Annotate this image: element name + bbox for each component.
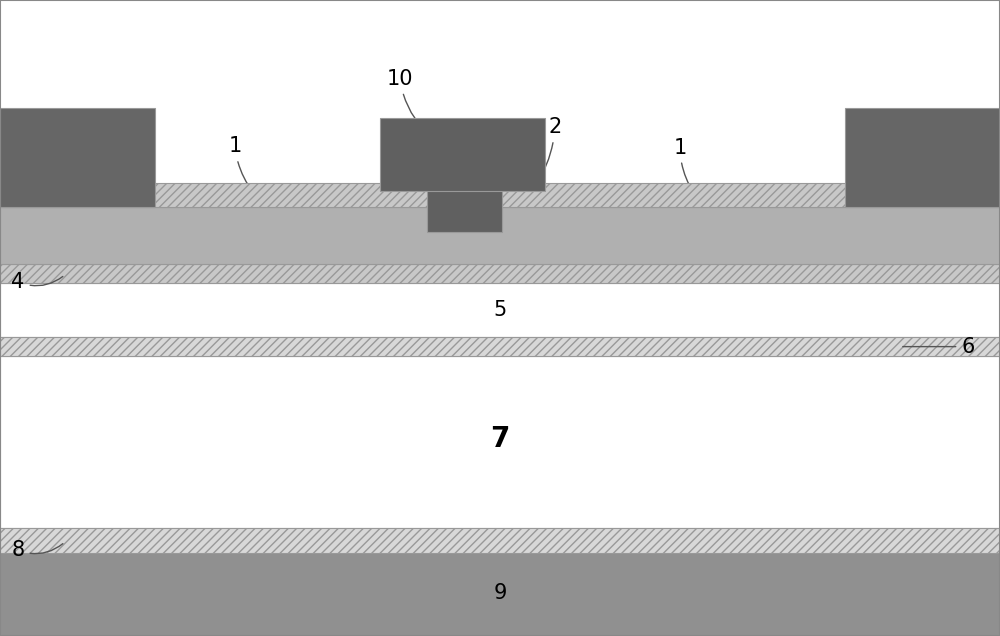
Bar [0,264,1000,283]
Text: 1: 1 [228,136,253,193]
Bar [0,183,1000,207]
Text: 8: 8 [11,540,63,560]
Text: 7: 7 [490,425,510,453]
Bar [427,181,502,232]
Bar [0,528,1000,553]
Bar [0,337,1000,356]
Bar [0,283,1000,337]
Bar [380,118,545,191]
Bar [845,108,1000,207]
Bar [0,356,1000,528]
Text: 10: 10 [387,69,433,138]
Text: 2: 2 [504,117,562,215]
Bar [0,207,1000,264]
Bar [0,108,155,207]
Text: 5: 5 [493,300,507,320]
Text: 4: 4 [11,272,63,292]
Bar [0,553,1000,636]
Text: 3: 3 [883,214,942,239]
Text: 11: 11 [0,147,23,169]
Text: 9: 9 [493,583,507,603]
Text: 12: 12 [977,147,1000,170]
Text: 1: 1 [673,137,693,192]
Text: 6: 6 [903,336,975,357]
